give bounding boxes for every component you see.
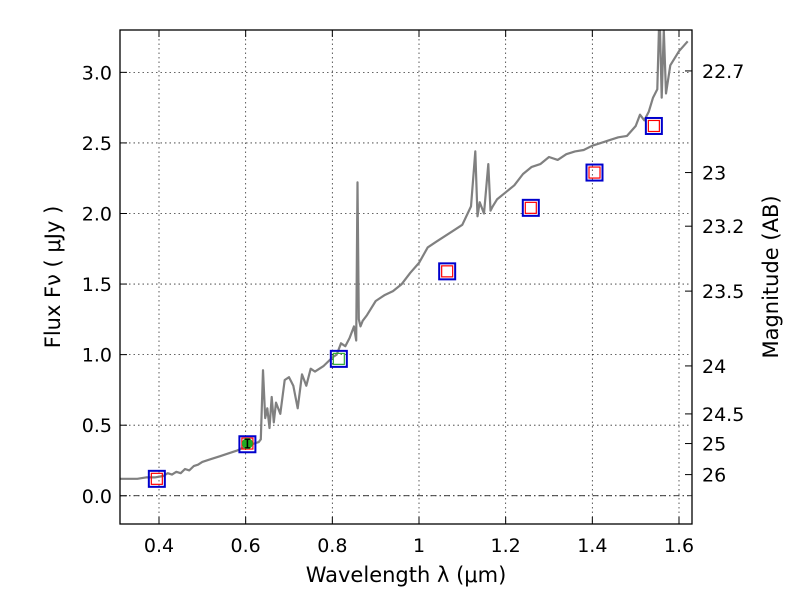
x-tick-label: 0.6	[231, 535, 261, 557]
observed-box-marker	[438, 262, 457, 281]
model-box-marker	[524, 201, 537, 214]
x-axis-title: Wavelength λ (μm)	[306, 563, 507, 587]
y-right-tick-label: 23.5	[702, 281, 744, 303]
y-axis-title: Flux Fν ( μJy )	[41, 206, 65, 349]
y-tick-label: 0.0	[82, 486, 112, 508]
y-tick-label: 0.5	[82, 415, 112, 437]
y-tick-label: 1.0	[82, 345, 112, 367]
y-tick-label: 2.0	[82, 203, 112, 225]
observed-box-marker	[644, 116, 663, 135]
x-tick-label: 1.6	[664, 535, 694, 557]
observed-box-marker	[147, 469, 166, 488]
y-right-tick-label: 26	[702, 465, 726, 487]
y-tick-label: 3.0	[82, 62, 112, 84]
observed-box-marker	[521, 198, 540, 217]
y-right-tick-label: 23	[702, 163, 726, 185]
y-right-tick-label: 24.5	[702, 404, 744, 426]
y-right-tick-label: 23.2	[702, 216, 744, 238]
y-axis-right-title: Magnitude (AB)	[759, 195, 783, 358]
x-tick-label: 0.8	[317, 535, 347, 557]
model-box-marker	[441, 265, 454, 278]
x-tick-label: 1.4	[577, 535, 607, 557]
model-box-marker	[647, 119, 660, 133]
spectrum-line	[120, 30, 689, 480]
observed-box-marker	[329, 349, 348, 368]
spectrum-series	[120, 30, 689, 480]
model-box-marker	[332, 352, 345, 365]
model-box-marker	[588, 166, 601, 179]
observed-box-marker	[238, 435, 257, 454]
x-tick-label: 1.2	[491, 535, 521, 557]
y-tick-label: 1.5	[82, 274, 112, 296]
y-tick-label: 2.5	[82, 133, 112, 155]
axis-ticks: 0.4 0.6 0.8 1 1.2 1.4 1.6 0.0 0.5 1.0 1.5 2.0 2.5 3.0…	[82, 30, 744, 557]
x-tick-label: 1	[413, 535, 425, 557]
y-right-tick-label: 22.7	[702, 61, 744, 83]
y-right-tick-label: 25	[702, 434, 726, 456]
photometry-markers	[147, 116, 663, 488]
x-tick-label: 0.4	[144, 535, 174, 557]
plot-frame	[119, 29, 693, 525]
model-box-marker	[150, 472, 163, 485]
observed-box-marker	[585, 163, 604, 182]
y-right-tick-label: 24	[702, 356, 726, 378]
